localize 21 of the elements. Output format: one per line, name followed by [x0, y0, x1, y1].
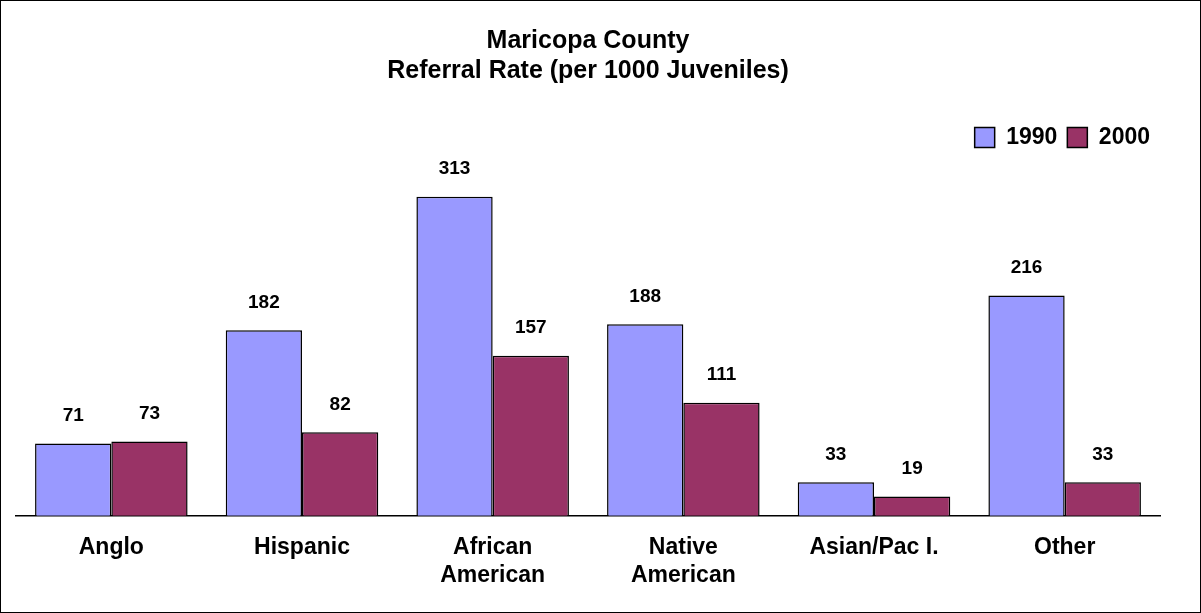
data-label: 73	[138, 402, 161, 424]
data-label: 188	[629, 284, 662, 306]
data-label: 216	[1010, 256, 1043, 278]
data-label: 33	[825, 442, 847, 464]
x-tick-label: Other	[1033, 532, 1096, 559]
data-label: 71	[62, 404, 85, 426]
chart-title: Maricopa County Referral Rate (per 1000 Juveniles)	[387, 24, 789, 83]
data-label: 19	[901, 457, 923, 479]
data-label: 157	[514, 316, 547, 338]
data-label: 82	[329, 392, 351, 414]
legend-label: 2000	[1098, 122, 1151, 149]
data-label: 313	[438, 157, 471, 179]
data-label: 111	[706, 363, 737, 385]
x-tick-label: Asian/Pac I.	[809, 532, 939, 559]
x-tick-label: Hispanic	[254, 532, 351, 559]
x-tick-label: Native American	[630, 532, 736, 587]
data-label: 182	[248, 291, 280, 312]
x-tick-label: Anglo	[78, 532, 144, 559]
data-label: 33	[1092, 442, 1114, 464]
x-tick-label: African American	[440, 532, 546, 587]
legend-label: 1990	[1006, 122, 1058, 149]
